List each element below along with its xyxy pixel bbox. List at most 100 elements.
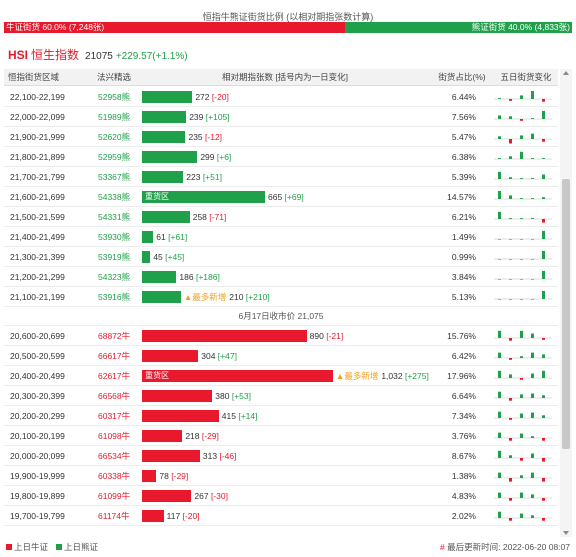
warrant-code-link[interactable]: 51989熊 [98, 112, 131, 122]
five-day-chart [494, 391, 552, 401]
warrant-code-link[interactable]: 68872牛 [98, 331, 131, 341]
five-day-bar [520, 433, 523, 438]
table-row[interactable]: 20,500-20,599 66617牛 304 [+47] 6.42% [4, 346, 558, 366]
index-name: 恒生指数 [31, 48, 80, 62]
warrant-code-link[interactable]: 54338熊 [98, 192, 131, 202]
five-day-bar [509, 195, 512, 199]
share-cell: 15.76% [447, 331, 476, 341]
red-square-icon [6, 544, 12, 550]
five-day-bar [509, 455, 512, 458]
warrant-code-link[interactable]: 52620熊 [98, 132, 131, 142]
outstanding-bar [142, 490, 192, 502]
table-row[interactable]: 20,600-20,699 68872牛 890 [-21] 15.76% [4, 326, 558, 346]
outstanding-value: 313 [-46] [203, 446, 237, 466]
five-day-chart [494, 90, 552, 102]
five-day-bar [520, 330, 523, 338]
outstanding-value: 665 [+69] [268, 187, 304, 207]
warrant-code-link[interactable]: 53930熊 [98, 232, 131, 242]
scroll-down-icon[interactable] [563, 531, 569, 535]
value-number: 272 [195, 92, 210, 102]
five-day-bar [509, 498, 512, 501]
warrant-code-link[interactable]: 52959熊 [98, 152, 131, 162]
table-row[interactable]: 22,100-22,199 52958熊 272 [-20] 6.44% [4, 87, 558, 107]
warrant-code-link[interactable]: 61174牛 [98, 511, 130, 521]
five-day-bar [498, 259, 501, 260]
outstanding-value: 267 [-30] [194, 486, 228, 506]
five-day-bar [531, 90, 534, 99]
five-day-bar [509, 156, 512, 159]
warrant-code-link[interactable]: 62617牛 [98, 371, 131, 381]
five-day-chart [494, 492, 552, 501]
table-header: 恒指街货区域 法兴精选 相对期指张数 [括号内为一日变化] 街货占比(%) 五日… [4, 69, 558, 86]
warrant-code-link[interactable]: 54331熊 [98, 212, 131, 222]
warrant-code-link[interactable]: 53367熊 [98, 172, 131, 182]
header-code: 法兴精选 [96, 72, 131, 82]
table-row[interactable]: 20,000-20,099 66534牛 313 [-46] 8.67% [4, 446, 558, 466]
table-row[interactable]: 21,800-21,899 52959熊 299 [+6] 6.38% [4, 147, 558, 167]
value-change: [+105] [205, 112, 230, 122]
warrant-code-link[interactable]: 61098牛 [98, 431, 131, 441]
outstanding-value: 45 [+45] [153, 247, 184, 267]
scroll-up-icon[interactable] [563, 71, 569, 75]
table-row[interactable]: 19,700-19,799 61174牛 117 [-20] 2.02% [4, 506, 558, 526]
warrant-code-link[interactable]: 53916熊 [98, 292, 131, 302]
value-number: 299 [200, 152, 215, 162]
warrant-code-link[interactable]: 61099牛 [98, 491, 131, 501]
value-change: [+53] [231, 391, 252, 401]
table-row[interactable]: 20,100-20,199 61098牛 218 [-29] 3.76% [4, 426, 558, 446]
warrant-code-link[interactable]: 53919熊 [98, 252, 131, 262]
five-day-bar [542, 110, 545, 119]
five-day-bar [542, 458, 545, 462]
warrant-code-link[interactable]: 54323熊 [98, 272, 131, 282]
five-day-bar [498, 472, 501, 478]
warrant-code-link[interactable]: 66534牛 [98, 451, 131, 461]
share-cell: 1.49% [451, 232, 476, 242]
outstanding-bar [142, 450, 200, 462]
five-day-bar [542, 354, 545, 358]
value-change: [+45] [165, 252, 185, 262]
range-cell: 19,700-19,799 [10, 511, 65, 521]
warrant-code-link[interactable]: 66617牛 [98, 351, 131, 361]
five-day-chart [494, 230, 552, 240]
index-value: 21075 [85, 51, 113, 62]
value-change: [-29] [201, 431, 219, 441]
value-change: [-29] [171, 471, 189, 481]
table-row[interactable]: 20,300-20,399 66568牛 380 [+53] 6.64% [4, 386, 558, 406]
warrant-code-link[interactable]: 60338牛 [98, 471, 131, 481]
value-change: [+47] [217, 351, 237, 361]
table-row[interactable]: 21,700-21,799 53367熊 223 [+51] 5.39% [4, 167, 558, 187]
five-day-bar [542, 270, 545, 279]
share-cell: 1.38% [451, 471, 476, 481]
five-day-bar [498, 158, 501, 159]
five-day-bar [542, 415, 545, 418]
table-body[interactable]: 22,100-22,199 52958熊 272 [-20] 6.44% 22,000-… [4, 87, 558, 526]
warrant-code-link[interactable]: 60317牛 [98, 411, 131, 421]
table-row[interactable]: 21,100-21,199 53916熊 ▲最多新增 210 [+210] 5.13% [4, 287, 558, 307]
table-row[interactable]: 20,200-20,299 60317牛 415 [+14] 7.34% [4, 406, 558, 426]
five-day-chart [494, 472, 552, 482]
table-row[interactable]: 20,400-20,499 62617牛 重货区 ▲最多新增 1,032 [+275] 1… [4, 366, 558, 386]
scrollbar[interactable] [560, 69, 572, 537]
table-row[interactable]: 21,600-21,699 54338熊 重货区 665 [+69] 14.57% [4, 187, 558, 207]
scroll-thumb[interactable] [562, 179, 570, 449]
table-row[interactable]: 21,400-21,499 53930熊 61 [+61] 1.49% [4, 227, 558, 247]
table-row[interactable]: 21,900-21,999 52620熊 235 [-12] 5.47% [4, 127, 558, 147]
five-day-chart [494, 511, 552, 521]
warrant-code-link[interactable]: 52958熊 [98, 92, 131, 102]
table-row[interactable]: 22,000-22,099 51989熊 239 [+105] 7.56% [4, 107, 558, 127]
outstanding-value: 380 [+53] [215, 386, 251, 406]
five-day-bar [498, 98, 501, 99]
heavy-zone-tag: 重货区 [145, 192, 169, 201]
five-day-bar [520, 413, 523, 418]
table-row[interactable]: 21,500-21,599 54331熊 258 [-71] 6.21% [4, 207, 558, 227]
five-day-bar [509, 374, 512, 378]
five-day-bar [498, 411, 501, 418]
table-row[interactable]: 21,300-21,399 53919熊 45 [+45] 0.99% [4, 247, 558, 267]
warrant-code-link[interactable]: 66568牛 [98, 391, 131, 401]
share-cell: 8.67% [451, 451, 476, 461]
table-row[interactable]: 19,800-19,899 61099牛 267 [-30] 4.83% [4, 486, 558, 506]
table-row[interactable]: 21,200-21,299 54323熊 186 [+186] 3.84% [4, 267, 558, 287]
five-day-bar [531, 412, 534, 418]
value-number: 1,032 [381, 371, 403, 381]
table-row[interactable]: 19,900-19,999 60338牛 78 [-29] 1.38% [4, 466, 558, 486]
